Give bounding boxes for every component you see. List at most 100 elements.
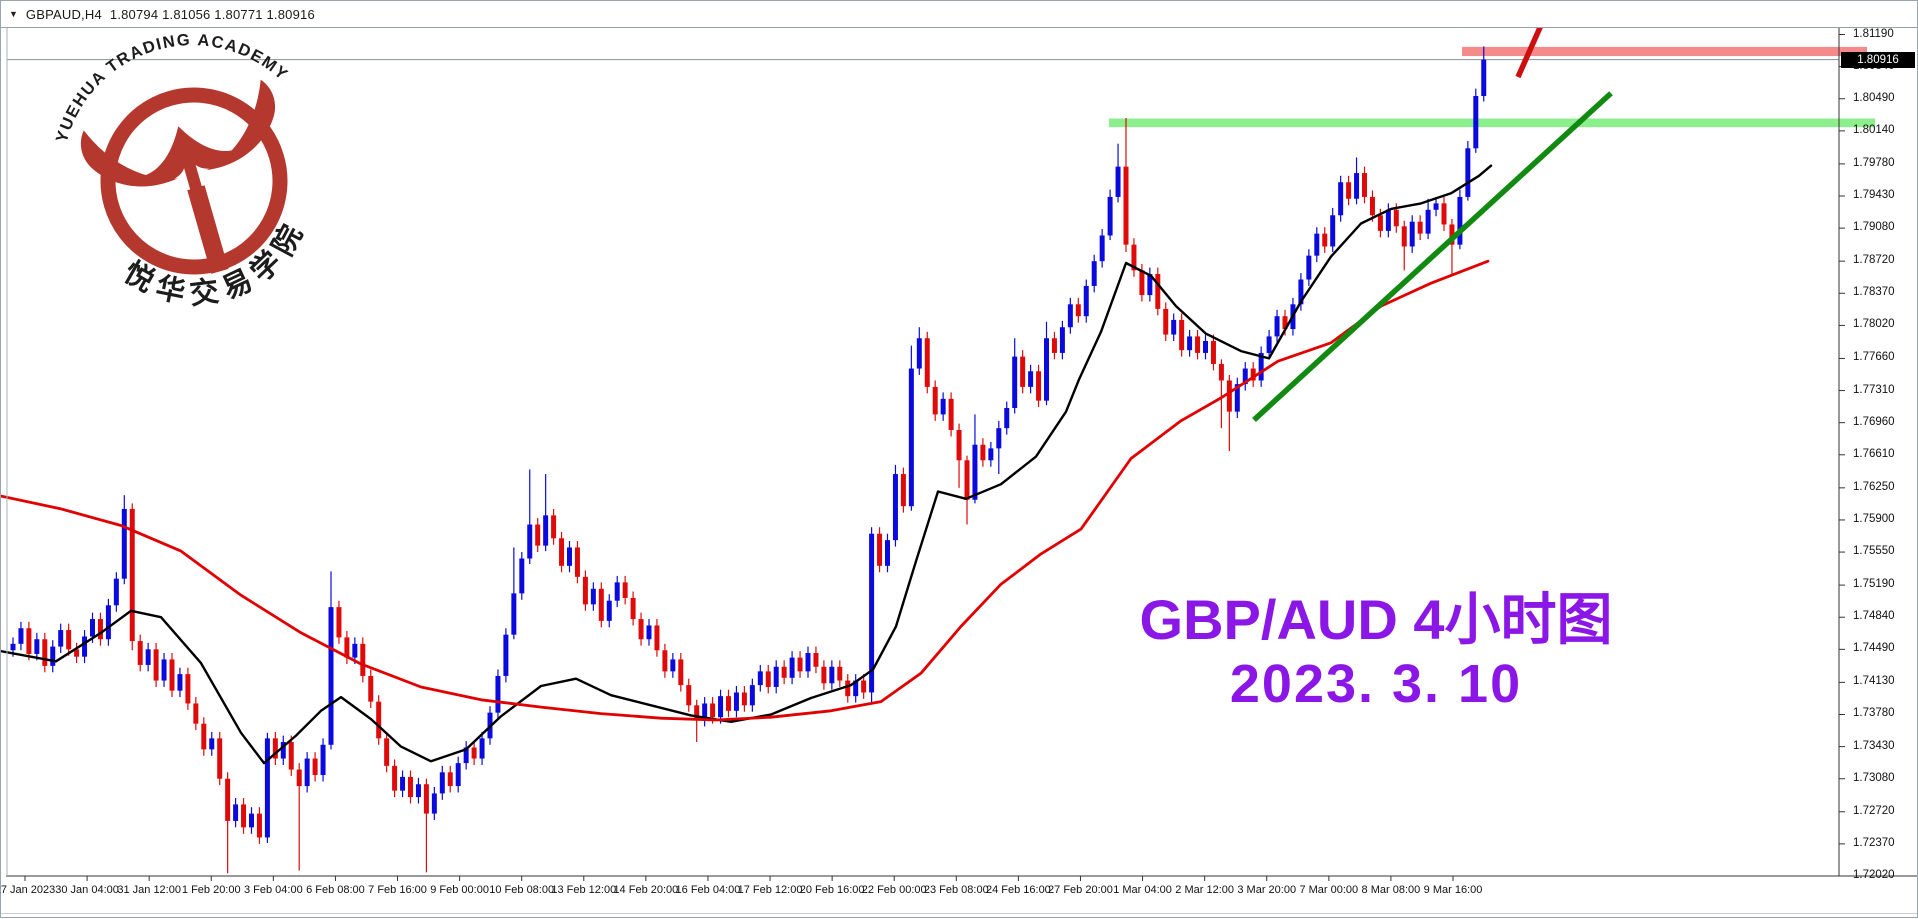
candle xyxy=(145,642,151,672)
candle xyxy=(1028,364,1034,394)
candle xyxy=(256,807,262,844)
candle xyxy=(439,765,445,800)
candle xyxy=(614,575,620,608)
candle xyxy=(972,414,978,504)
price-axis-label: 1.75550 xyxy=(1853,545,1895,558)
candle xyxy=(1044,321,1049,406)
candle xyxy=(726,689,731,718)
price-axis-label: 1.73780 xyxy=(1853,707,1895,720)
candle xyxy=(924,331,930,394)
candle xyxy=(241,797,247,834)
candle xyxy=(1067,297,1073,334)
candle xyxy=(1075,297,1081,323)
candle xyxy=(1354,157,1360,205)
candle xyxy=(471,741,477,765)
candle xyxy=(1187,329,1193,357)
candle xyxy=(455,756,461,793)
window-bottom-border xyxy=(1,913,1917,914)
candle xyxy=(638,612,644,646)
candle xyxy=(598,582,604,628)
candle xyxy=(1059,320,1065,360)
price-axis-label: 1.78020 xyxy=(1853,318,1895,331)
candle xyxy=(956,423,962,488)
candle xyxy=(415,777,421,804)
candle xyxy=(1441,196,1447,231)
candle xyxy=(813,646,819,674)
price-axis-label: 1.72370 xyxy=(1853,836,1895,849)
watermark: GBP/AUD 4小时图 2023. 3. 10 xyxy=(1096,587,1656,717)
price-axis-label: 1.79430 xyxy=(1853,189,1895,201)
candle xyxy=(1099,229,1105,268)
candle xyxy=(948,392,954,437)
candle xyxy=(1298,273,1304,311)
candle xyxy=(932,380,938,421)
price-axis-label: 1.80490 xyxy=(1853,91,1895,104)
candle xyxy=(678,653,684,692)
candle xyxy=(304,752,310,793)
candle xyxy=(217,731,223,786)
candle xyxy=(535,518,541,553)
time-axis-label: 31 Jan 12:00 xyxy=(117,884,181,896)
chart-header: ▼ GBPAUD,H4 1.80794 1.81056 1.80771 1.80… xyxy=(1,1,1917,28)
candle xyxy=(654,619,660,657)
candle xyxy=(320,738,326,782)
resistance-zone-line xyxy=(1462,46,1867,57)
watermark-date: 2023. 3. 10 xyxy=(1229,654,1523,715)
logo-right-petal xyxy=(206,79,275,171)
logo-bud xyxy=(138,126,239,194)
ma-fast-line xyxy=(1,164,1493,765)
candle xyxy=(1417,215,1423,241)
candle xyxy=(821,660,827,690)
candle xyxy=(511,547,517,640)
candle xyxy=(1115,143,1121,203)
time-axis-label: 20 Feb 16:00 xyxy=(799,884,865,896)
candle xyxy=(344,630,350,665)
candle xyxy=(185,667,191,710)
candle xyxy=(129,503,135,651)
candle xyxy=(280,735,286,765)
price-axis-label: 1.81190 xyxy=(1853,27,1894,40)
watermark-title: GBP/AUD 4小时图 xyxy=(1139,588,1613,651)
candle xyxy=(479,731,485,765)
time-axis-label: 7 Feb 16:00 xyxy=(368,884,427,896)
ohlc-quote: 1.80794 1.81056 1.80771 1.80916 xyxy=(109,6,315,22)
candle xyxy=(1449,218,1455,275)
candle xyxy=(908,345,914,511)
candle xyxy=(622,575,628,605)
price-axis-label: 1.79780 xyxy=(1853,156,1895,169)
candle xyxy=(288,735,294,776)
candle xyxy=(360,637,366,683)
candle xyxy=(153,642,159,687)
current-price-tag: 1.80916 xyxy=(1841,51,1915,68)
candle xyxy=(18,621,24,651)
price-axis-label: 1.76610 xyxy=(1853,447,1895,460)
candle xyxy=(1218,359,1224,429)
candle xyxy=(1155,267,1161,316)
candle xyxy=(1210,334,1216,371)
time-axis-label: 6 Feb 08:00 xyxy=(306,884,365,896)
collapse-icon[interactable]: ▼ xyxy=(9,8,18,19)
candle xyxy=(853,674,859,703)
candle xyxy=(1322,227,1328,253)
candle xyxy=(503,628,509,683)
candle xyxy=(1051,331,1057,360)
candle xyxy=(749,678,755,712)
candle xyxy=(1425,198,1431,240)
candle xyxy=(400,770,406,798)
time-axis-label: 7 Mar 00:00 xyxy=(1299,884,1359,896)
price-axis-label: 1.75900 xyxy=(1853,512,1895,525)
price-axis-label: 1.80140 xyxy=(1853,123,1895,136)
candle xyxy=(1242,362,1248,391)
candle xyxy=(869,527,875,704)
logo-stem xyxy=(187,185,229,274)
candle xyxy=(368,669,374,709)
candle xyxy=(97,612,103,646)
price-axis-label: 1.77310 xyxy=(1853,383,1895,396)
candle xyxy=(543,474,549,552)
candle xyxy=(559,531,565,573)
candle xyxy=(1346,175,1352,206)
price-axis-label: 1.74840 xyxy=(1853,610,1895,623)
time-axis-label: 3 Mar 20:00 xyxy=(1237,884,1297,896)
price-axis-label: 1.76250 xyxy=(1853,480,1895,493)
